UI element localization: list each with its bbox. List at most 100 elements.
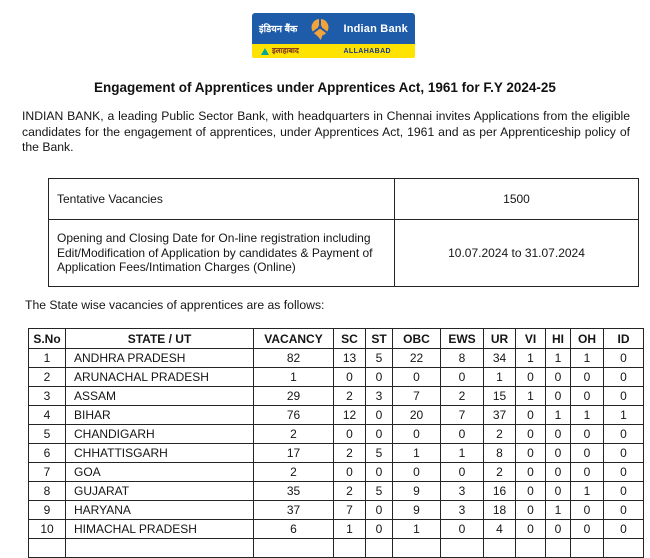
cell-sno: 9	[28, 500, 66, 520]
statewise-note: The State wise vacancies of apprentices …	[25, 298, 325, 312]
cell-hi: 1	[545, 500, 571, 520]
cell-vi: 0	[515, 462, 546, 482]
cell-hi	[545, 538, 571, 558]
cell-state	[65, 538, 254, 558]
page-title: Engagement of Apprentices under Apprenti…	[94, 80, 556, 95]
cell-sc: 7	[333, 500, 366, 520]
cell-sno: 10	[28, 519, 66, 539]
cell-obc: 1	[392, 443, 441, 463]
table-row: 8 GUJARAT 35 2 5 9 3 16 0 0 1 0	[28, 481, 644, 501]
cell-vacancy: 6	[253, 519, 334, 539]
cell-state: HARYANA	[65, 500, 254, 520]
table-row: 2 ARUNACHAL PRADESH 1 0 0 0 0 1 0 0 0 0	[28, 367, 644, 387]
cell-vacancy: 35	[253, 481, 334, 501]
cell-obc: 7	[392, 386, 441, 406]
column-header-oh: OH	[570, 328, 604, 349]
cell-ews: 0	[440, 367, 484, 387]
cell-ur: 4	[483, 519, 516, 539]
cell-oh: 0	[570, 462, 604, 482]
summary-label-vacancies: Tentative Vacancies	[48, 178, 395, 220]
cell-sc: 2	[333, 481, 366, 501]
cell-state: ARUNACHAL PRADESH	[65, 367, 254, 387]
cell-id: 0	[603, 348, 644, 368]
column-header-hi: HI	[545, 328, 571, 349]
cell-obc: 0	[392, 424, 441, 444]
table-row: 3 ASSAM 29 2 3 7 2 15 1 0 0 0	[28, 386, 644, 406]
table-row: 9 HARYANA 37 7 0 9 3 18 0 1 0 0	[28, 500, 644, 520]
cell-hi: 0	[545, 386, 571, 406]
cell-obc: 22	[392, 348, 441, 368]
cell-ur: 2	[483, 424, 516, 444]
summary-table: Tentative Vacancies 1500 Opening and Clo…	[48, 178, 639, 287]
cell-sc: 0	[333, 424, 366, 444]
allahabad-english: ALLAHABAD	[343, 47, 391, 55]
cell-vi: 0	[515, 405, 546, 425]
column-header-st: ST	[365, 328, 393, 349]
cell-ews: 0	[440, 462, 484, 482]
cell-ews: 3	[440, 500, 484, 520]
summary-label-dates: Opening and Closing Date for On-line reg…	[48, 219, 395, 287]
cell-hi: 0	[545, 367, 571, 387]
cell-st: 0	[365, 367, 393, 387]
cell-ur: 16	[483, 481, 516, 501]
cell-state: GOA	[65, 462, 254, 482]
cell-st: 0	[365, 462, 393, 482]
cell-obc: 1	[392, 519, 441, 539]
cell-vi	[515, 538, 546, 558]
cell-st: 0	[365, 405, 393, 425]
cell-vi: 1	[515, 348, 546, 368]
cell-sno: 1	[28, 348, 66, 368]
cell-oh: 0	[570, 367, 604, 387]
cell-ur: 1	[483, 367, 516, 387]
cell-vi: 0	[515, 481, 546, 501]
indian-bank-emblem-icon	[311, 18, 329, 40]
table-row: 1 ANDHRA PRADESH 82 13 5 22 8 34 1 1 1 0	[28, 348, 644, 368]
cell-sc	[333, 538, 366, 558]
bank-name-hindi: इंडियन बैंक	[259, 24, 298, 35]
cell-ews	[440, 538, 484, 558]
column-header-ur: UR	[483, 328, 516, 349]
column-header-ews: EWS	[440, 328, 484, 349]
cell-id: 0	[603, 367, 644, 387]
cell-id: 1	[603, 405, 644, 425]
column-header-vacancy: VACANCY	[253, 328, 334, 349]
cell-sc: 2	[333, 386, 366, 406]
allahabad-triangle-icon	[261, 47, 269, 55]
cell-hi: 0	[545, 443, 571, 463]
cell-sno: 2	[28, 367, 66, 387]
cell-ews: 3	[440, 481, 484, 501]
cell-id: 0	[603, 519, 644, 539]
cell-sno: 4	[28, 405, 66, 425]
cell-sno: 5	[28, 424, 66, 444]
cell-sno: 7	[28, 462, 66, 482]
cell-state: GUJARAT	[65, 481, 254, 501]
summary-value-vacancies: 1500	[394, 178, 639, 220]
bank-logo-blue-band: इंडियन बैंक Indian Bank	[252, 13, 415, 44]
column-header-obc: OBC	[392, 328, 441, 349]
table-row	[28, 538, 644, 558]
cell-ews: 8	[440, 348, 484, 368]
cell-ews: 2	[440, 386, 484, 406]
table-row: 4 BIHAR 76 12 0 20 7 37 0 1 1 1	[28, 405, 644, 425]
cell-sc: 2	[333, 443, 366, 463]
cell-state: CHANDIGARH	[65, 424, 254, 444]
cell-state: ASSAM	[65, 386, 254, 406]
cell-hi: 1	[545, 348, 571, 368]
column-header-vi: VI	[515, 328, 546, 349]
cell-vacancy: 37	[253, 500, 334, 520]
cell-ur: 37	[483, 405, 516, 425]
cell-vacancy	[253, 538, 334, 558]
cell-ews: 0	[440, 519, 484, 539]
cell-vi: 0	[515, 519, 546, 539]
cell-state: CHHATTISGARH	[65, 443, 254, 463]
cell-st: 5	[365, 443, 393, 463]
intro-paragraph: INDIAN BANK, a leading Public Sector Ban…	[22, 109, 630, 154]
cell-sc: 12	[333, 405, 366, 425]
table-row: 7 GOA 2 0 0 0 0 2 0 0 0 0	[28, 462, 644, 482]
cell-id: 0	[603, 386, 644, 406]
cell-hi: 0	[545, 481, 571, 501]
bank-logo: इंडियन बैंक Indian Bank इलाहाबाद ALLAHAB…	[252, 13, 415, 58]
cell-ur: 34	[483, 348, 516, 368]
cell-hi: 0	[545, 424, 571, 444]
cell-vacancy: 2	[253, 424, 334, 444]
